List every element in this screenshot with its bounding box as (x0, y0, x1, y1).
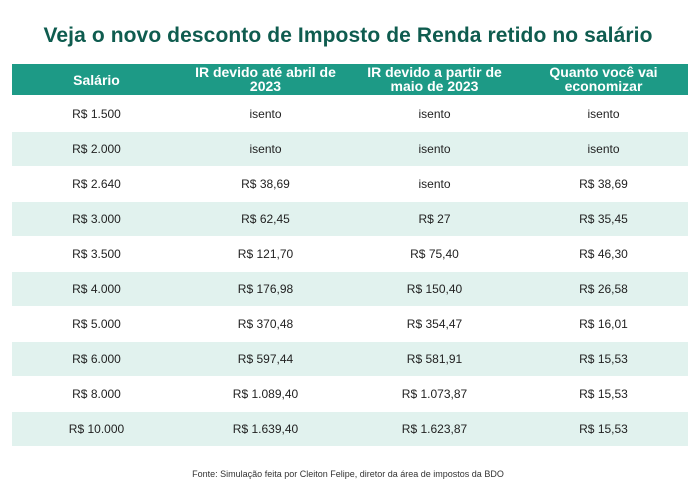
cell-ir-depois: isento (418, 142, 451, 156)
page-title: Veja o novo desconto de Imposto de Renda… (43, 24, 653, 47)
cell-ir-antes: R$ 121,70 (237, 247, 294, 261)
cell-salario: R$ 1.500 (72, 107, 121, 121)
tax-table: Salário IR devido até abril de 2023 IR d… (12, 64, 688, 446)
cell-ir-depois: isento (418, 177, 451, 191)
cell-salario: R$ 2.000 (72, 142, 121, 156)
cell-ir-antes: R$ 1.089,40 (232, 387, 299, 401)
source-footnote: Fonte: Simulação feita por Cleiton Felip… (192, 469, 504, 479)
cell-salario: R$ 10.000 (68, 422, 125, 436)
header-label: Quanto você vai economizar (549, 64, 658, 94)
cell-ir-depois: R$ 581,91 (406, 352, 463, 366)
cell-salario: R$ 4.000 (72, 282, 121, 296)
cell-salario: R$ 3.000 (72, 212, 121, 226)
header-label: IR devido até abril de 2023 (195, 64, 336, 94)
cell-ir-antes: R$ 1.639,40 (232, 422, 299, 436)
cell-economia: isento (587, 142, 620, 156)
table-row: R$ 6.000 R$ 597,44 R$ 581,91 R$ 15,53 (12, 342, 688, 376)
cell-ir-antes: R$ 176,98 (237, 282, 294, 296)
header-salario: Salário (12, 64, 181, 95)
table-row: R$ 2.640 R$ 38,69 isento R$ 38,69 (12, 167, 688, 201)
cell-economia: R$ 35,45 (579, 212, 628, 226)
cell-economia: R$ 16,01 (579, 317, 628, 331)
cell-ir-antes: R$ 597,44 (237, 352, 294, 366)
header-ir-ate-abril: IR devido até abril de 2023 (181, 64, 350, 95)
table-row: R$ 1.500 isento isento isento (12, 97, 688, 131)
table-header: Salário IR devido até abril de 2023 IR d… (12, 64, 688, 95)
cell-economia: R$ 38,69 (579, 177, 628, 191)
cell-salario: R$ 5.000 (72, 317, 121, 331)
cell-economia: R$ 26,58 (579, 282, 628, 296)
cell-economia: R$ 15,53 (579, 352, 628, 366)
cell-ir-depois: R$ 150,40 (406, 282, 463, 296)
cell-ir-antes: isento (249, 142, 282, 156)
header-ir-a-partir-maio: IR devido a partir de maio de 2023 (350, 64, 519, 95)
cell-economia: R$ 15,53 (579, 422, 628, 436)
cell-ir-depois: R$ 354,47 (406, 317, 463, 331)
cell-economia: R$ 46,30 (579, 247, 628, 261)
cell-economia: R$ 15,53 (579, 387, 628, 401)
table-row: R$ 4.000 R$ 176,98 R$ 150,40 R$ 26,58 (12, 272, 688, 306)
table-row: R$ 2.000 isento isento isento (12, 132, 688, 166)
cell-ir-depois: R$ 27 (418, 212, 451, 226)
cell-salario: R$ 6.000 (72, 352, 121, 366)
header-economia: Quanto você vai economizar (519, 64, 688, 95)
table-row: R$ 5.000 R$ 370,48 R$ 354,47 R$ 16,01 (12, 307, 688, 341)
cell-ir-depois: R$ 1.073,87 (401, 387, 468, 401)
table-row: R$ 10.000 R$ 1.639,40 R$ 1.623,87 R$ 15,… (12, 412, 688, 446)
cell-ir-antes: R$ 38,69 (241, 177, 290, 191)
header-label: Salário (73, 71, 120, 88)
header-label: IR devido a partir de maio de 2023 (367, 64, 502, 94)
cell-ir-antes: isento (249, 107, 282, 121)
cell-ir-depois: isento (418, 107, 451, 121)
cell-ir-antes: R$ 62,45 (241, 212, 290, 226)
cell-salario: R$ 2.640 (72, 177, 121, 191)
cell-ir-depois: R$ 75,40 (410, 247, 459, 261)
table-body: R$ 1.500 isento isento isento R$ 2.000 i… (12, 97, 688, 446)
cell-ir-depois: R$ 1.623,87 (401, 422, 468, 436)
cell-salario: R$ 8.000 (72, 387, 121, 401)
table-row: R$ 3.500 R$ 121,70 R$ 75,40 R$ 46,30 (12, 237, 688, 271)
cell-economia: isento (587, 107, 620, 121)
cell-salario: R$ 3.500 (72, 247, 121, 261)
table-row: R$ 8.000 R$ 1.089,40 R$ 1.073,87 R$ 15,5… (12, 377, 688, 411)
cell-ir-antes: R$ 370,48 (237, 317, 294, 331)
table-row: R$ 3.000 R$ 62,45 R$ 27 R$ 35,45 (12, 202, 688, 236)
